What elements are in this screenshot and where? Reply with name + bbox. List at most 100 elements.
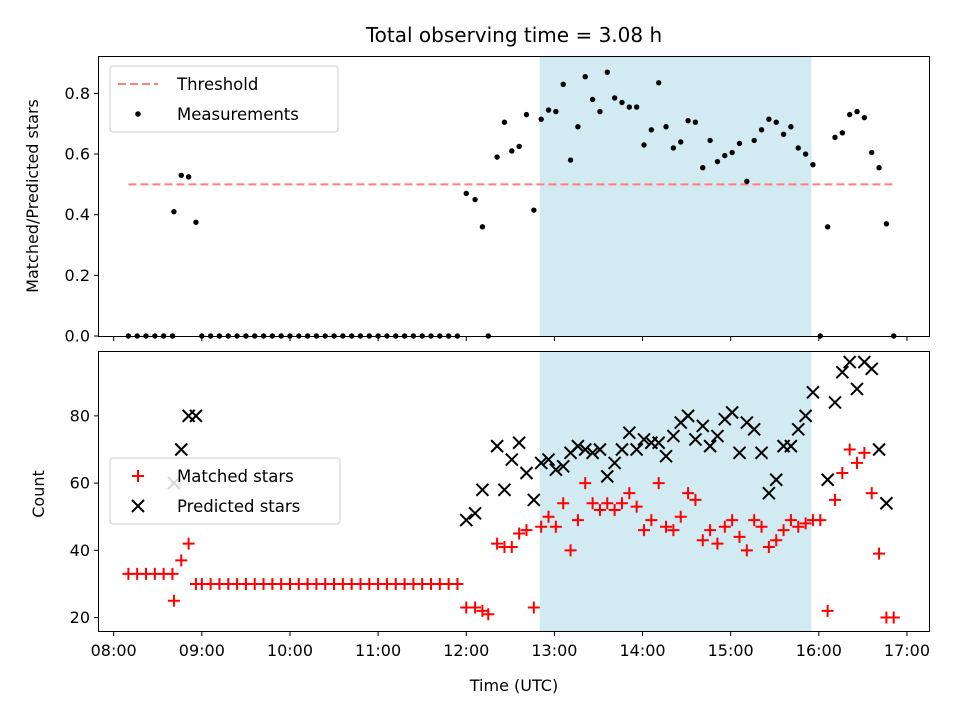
measurement-point [744,178,750,185]
panel-counts-frame [98,351,930,632]
panel-ratio-frame [98,56,930,337]
measurement-point [700,164,706,171]
panel-ratio-ylabel: Matched/Predicted stars [23,99,42,293]
matched-point [762,540,775,553]
x-tick-label: 12:00 [443,641,489,660]
matched-point [873,547,886,560]
predicted-point [578,442,592,457]
measurement-point [611,95,618,101]
matched-point [469,601,482,614]
x-axis-label: Time (UTC) [469,676,558,695]
matched-point [166,567,179,580]
panel-counts: 08:00 09:00 10:00 11:00 12:00 13:00 14:00 15:00… [29,351,930,695]
measurement-point [538,116,544,122]
predicted-point [512,436,526,450]
matched-point [175,554,188,567]
matched-point [564,544,577,557]
predicted-point [519,466,534,480]
measurement-point [501,119,508,125]
measurement-point [854,108,860,115]
x-tick-label: 08:00 [91,641,137,660]
predicted-point [791,422,805,437]
predicted-point [615,442,629,457]
predicted-point [651,436,666,450]
x-tick-label: 15:00 [708,641,754,660]
measurement-point [545,107,552,113]
predicted-point [798,409,813,423]
predicted-point [527,493,541,507]
measurement-point [185,174,192,180]
predicted-point [850,382,864,396]
predicted-point [189,409,203,423]
x-tick-label: 13:00 [531,641,577,660]
measurement-point [641,142,647,148]
predicted-point [556,459,570,473]
predicted-point [659,449,673,463]
y-tick-label: 0.4 [65,205,90,224]
predicted-point [754,446,769,460]
matched-point [821,604,834,617]
matched-point [887,611,900,624]
predicted-point [666,429,681,443]
matched-point [674,510,687,523]
matched-point [615,497,628,510]
matched-point [586,497,599,510]
predicted-point [468,506,482,521]
predicted-point [629,442,644,457]
predicted-point [835,365,850,379]
matched-point [182,537,195,550]
matched-point [718,520,731,533]
panel-ratio-legend: Threshold Measurements [109,65,339,133]
predicted-point [762,486,776,500]
measurement-point [516,143,522,150]
chart-title: Total observing time = 3.08 h [365,23,662,47]
predicted-point [710,429,725,443]
measurement-point [869,149,875,156]
measurement-point [582,74,588,80]
panel-counts-ylabel: Count [29,470,48,518]
measurement-point [560,81,566,87]
y-tick-label: 40 [70,541,90,560]
measurement-point [824,224,831,230]
predicted-point [607,456,622,470]
predicted-point [828,395,842,410]
measurement-point [178,172,184,178]
panel-counts-ticks: 08:00 09:00 10:00 11:00 12:00 13:00 14:00 15:00… [70,406,930,660]
panel-ratio-marks [125,69,897,339]
predicted-point [459,513,473,527]
matched-point [755,520,768,533]
matched-point [527,601,540,614]
legend-matched-label: Matched stars [177,467,294,486]
matched-point [660,520,673,533]
matched-point [601,497,614,510]
measurement-point [655,80,662,86]
predicted-point [475,483,490,497]
matched-point [167,594,180,607]
measurement-point [780,131,787,138]
measurement-point [802,151,809,157]
matched-point [704,524,717,537]
predicted-point [725,405,739,420]
predicted-point [696,419,710,433]
matched-point [638,524,651,537]
predicted-point [820,473,835,487]
measurement-point [597,108,603,115]
measurement-point [758,127,765,133]
measurement-point [670,145,677,151]
matched-point [491,537,504,550]
matched-point [851,456,864,469]
matched-point [696,534,709,547]
x-tick-label: 17:00 [884,641,930,660]
predicted-point [769,473,783,487]
measurement-point [766,116,772,122]
measurement-point [531,207,537,213]
predicted-point [585,446,600,460]
matched-point [593,503,606,516]
matched-point [505,540,518,553]
predicted-point [505,452,519,467]
predicted-point [732,446,747,460]
matched-point [792,520,805,533]
measurement-point [589,96,596,103]
